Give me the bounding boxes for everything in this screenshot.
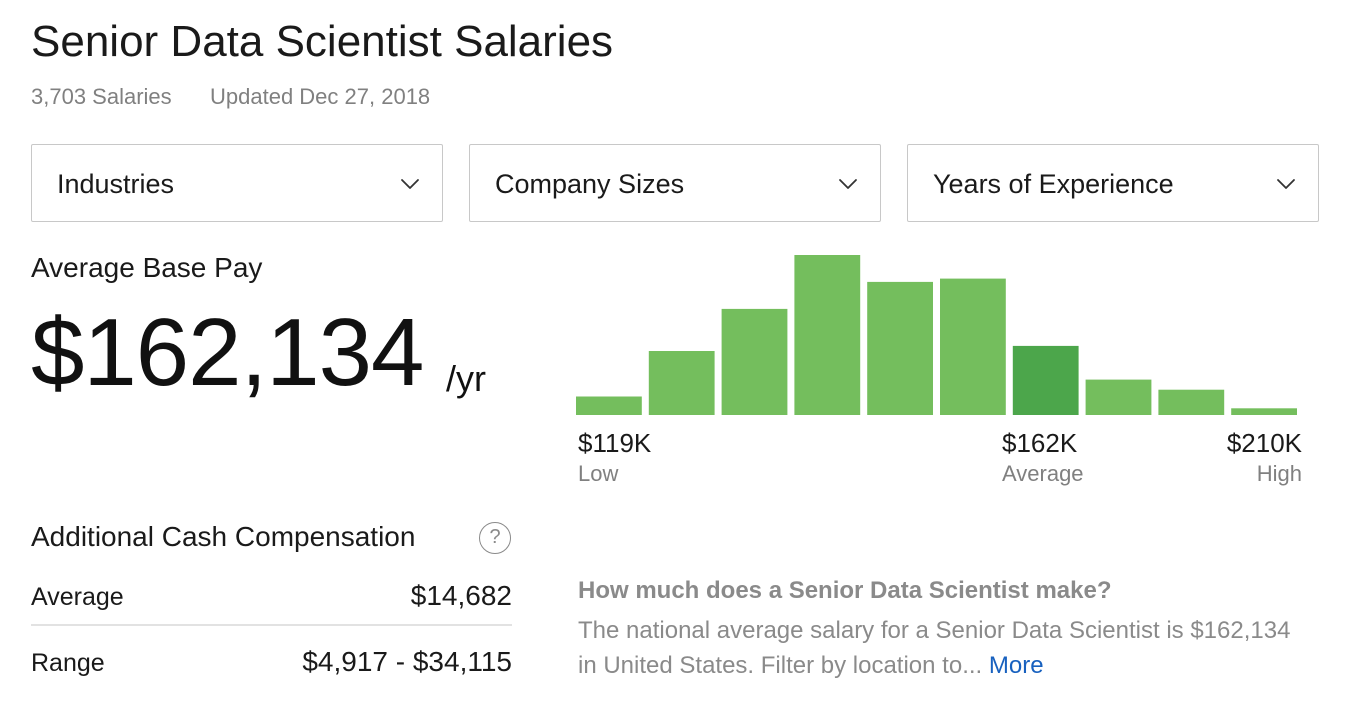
salary-histogram	[576, 255, 1297, 415]
faq-question: How much does a Senior Data Scientist ma…	[578, 577, 1112, 604]
histogram-bar	[648, 351, 715, 415]
histogram-bar	[1158, 389, 1225, 415]
histogram-bar-average	[1012, 345, 1079, 415]
chevron-down-icon	[839, 179, 857, 189]
additional-cash-heading: Additional Cash Compensation	[31, 521, 416, 552]
histogram-bar	[1085, 379, 1152, 415]
divider	[31, 624, 512, 626]
more-link[interactable]: More	[988, 652, 1044, 679]
industries-dropdown[interactable]: Industries	[31, 144, 443, 222]
axis-low-value: $119K	[578, 428, 652, 458]
axis-average-label: Average	[1002, 461, 1084, 486]
additional-average-label: Average	[31, 583, 124, 611]
histogram-bar	[940, 278, 1006, 415]
average-base-pay-heading: Average Base Pay	[31, 252, 263, 283]
chevron-down-icon	[1277, 179, 1295, 189]
faq-answer-text: The national average salary for a Senior…	[578, 617, 1291, 679]
pay-unit: /yr	[446, 358, 486, 399]
company-sizes-dropdown[interactable]: Company Sizes	[469, 144, 881, 222]
additional-range-value: $4,917 - $34,115	[302, 646, 512, 677]
years-of-experience-dropdown-label: Years of Experience	[933, 169, 1174, 199]
years-of-experience-dropdown[interactable]: Years of Experience	[907, 144, 1319, 222]
axis-high-label: High	[1256, 461, 1302, 486]
histogram-bar	[794, 255, 861, 415]
axis-low-label: Low	[578, 461, 619, 486]
help-icon[interactable]: ?	[479, 522, 511, 554]
salaries-count: 3,703 Salaries	[31, 84, 172, 109]
average-base-pay-amount: $162,134	[31, 299, 424, 406]
additional-average-value: $14,682	[410, 580, 512, 611]
chevron-down-icon	[401, 179, 419, 189]
histogram-bar	[1231, 408, 1297, 415]
axis-average-value: $162K	[1002, 428, 1078, 458]
additional-range-label: Range	[31, 649, 105, 677]
histogram-bar	[867, 281, 933, 415]
updated-date: Updated Dec 27, 2018	[210, 84, 431, 109]
histogram-bar	[576, 396, 642, 415]
page-title: Senior Data Scientist Salaries	[31, 17, 614, 66]
histogram-bar	[721, 308, 788, 415]
industries-dropdown-label: Industries	[57, 169, 175, 199]
company-sizes-dropdown-label: Company Sizes	[495, 169, 685, 199]
axis-high-value: $210K	[1226, 428, 1302, 458]
faq-answer: The national average salary for a Senior…	[578, 613, 1298, 683]
